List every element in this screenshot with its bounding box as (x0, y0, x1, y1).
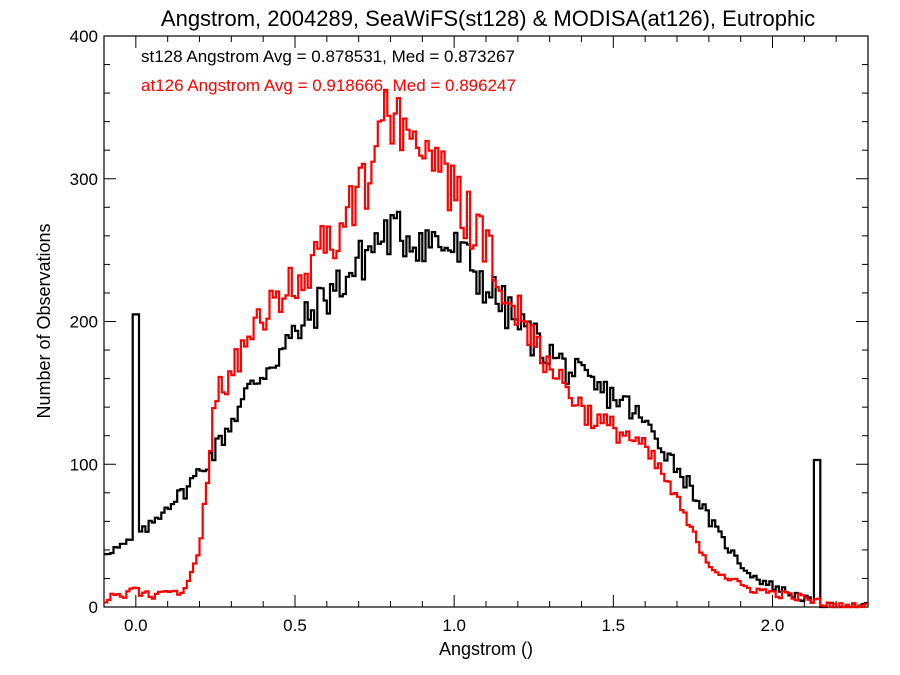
y-axis-label: Number of Observations (34, 223, 54, 418)
y-tick-label: 200 (70, 313, 98, 332)
x-tick-label: 0.5 (283, 616, 307, 635)
plot-frame (103, 35, 869, 608)
chart-title: Angstrom, 2004289, SeaWiFS(st128) & MODI… (161, 6, 815, 31)
x-axis-label: Angstrom () (439, 639, 533, 659)
y-tick-label: 300 (70, 170, 98, 189)
annotation-2: at126 Angstrom Avg = 0.918666, Med = 0.8… (141, 76, 516, 95)
y-tick-label: 400 (70, 27, 98, 46)
x-tick-label: 2.0 (761, 616, 785, 635)
x-tick-label: 0.0 (124, 616, 148, 635)
y-axis: 0 100 200 300 400 (70, 27, 868, 617)
x-axis: 0.0 0.5 1.0 1.5 2.0 (103, 36, 869, 635)
annotations: st128 Angstrom Avg = 0.878531, Med = 0.8… (141, 47, 516, 95)
x-tick-label: 1.5 (602, 616, 626, 635)
y-tick-label: 0 (89, 598, 98, 617)
annotation-1: st128 Angstrom Avg = 0.878531, Med = 0.8… (141, 47, 515, 66)
x-tick-label: 1.0 (442, 616, 466, 635)
series-layer (104, 88, 868, 609)
y-tick-label: 100 (70, 455, 98, 474)
series-1-line (104, 210, 868, 609)
series-2-line (104, 88, 868, 609)
